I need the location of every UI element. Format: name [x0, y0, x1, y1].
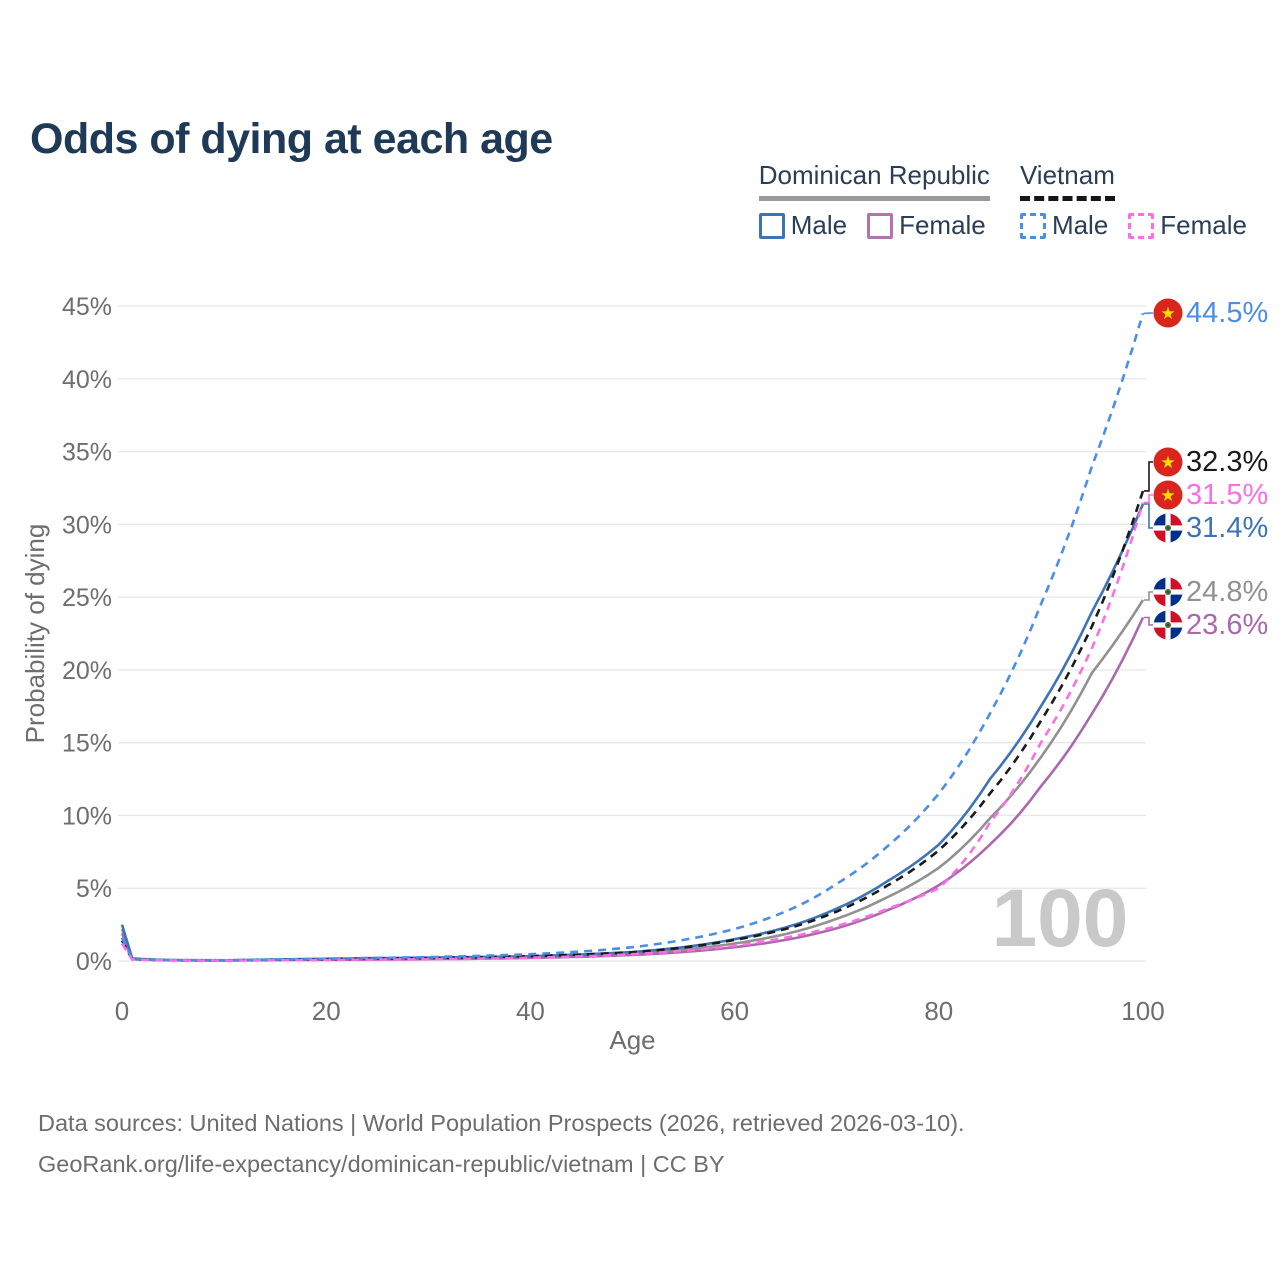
series-line-vn-male[interactable]: [120, 312, 1145, 962]
x-tick-label: 0: [115, 996, 129, 1026]
legend-item-label: Female: [899, 210, 986, 240]
data-sources-text: Data sources: United Nations | World Pop…: [38, 1110, 965, 1136]
end-value-label-vn-both: 32.3%: [1186, 446, 1268, 478]
legend-country-label: Dominican Republic: [758, 160, 990, 190]
svg-text:★: ★: [1160, 304, 1175, 323]
vietnam-flag-icon: ★: [1153, 447, 1183, 477]
y-tick-label: 0%: [76, 948, 112, 976]
hover-age-watermark: 100: [992, 873, 1129, 964]
attribution-text: GeoRank.org/life-expectancy/dominican-re…: [38, 1151, 725, 1177]
y-tick-label: 25%: [62, 584, 112, 612]
dr-female-line-swatch-icon: [867, 212, 894, 239]
x-tick-label: 20: [312, 996, 341, 1026]
legend-item-vn-female[interactable]: Female: [1128, 210, 1247, 241]
legend-items-dominican-republic: Male Female: [758, 210, 986, 241]
label-leader-line: [1144, 494, 1153, 504]
series-line-dr-male[interactable]: [120, 503, 1145, 962]
y-tick-label: 15%: [62, 730, 112, 758]
legend-item-vn-male[interactable]: Male: [1019, 210, 1109, 241]
series-line-dr-female[interactable]: [120, 616, 1145, 962]
legend-item-label: Female: [1160, 210, 1247, 240]
legend-item-label: Male: [1051, 210, 1109, 240]
y-tick-label: 20%: [62, 657, 112, 685]
svg-text:★: ★: [1160, 453, 1175, 472]
svg-text:★: ★: [1160, 486, 1175, 505]
end-value-label-dr-both: 24.8%: [1186, 576, 1268, 608]
vn-male-line-swatch-icon: [1019, 212, 1046, 239]
legend-item-dr-male[interactable]: Male: [758, 210, 848, 241]
y-tick-label: 45%: [62, 293, 112, 321]
legend-country-vietnam[interactable]: Vietnam: [1019, 160, 1115, 201]
legend-country-label: Vietnam: [1019, 160, 1115, 190]
legend-items-vietnam: Male Female: [1019, 210, 1247, 241]
x-tick-label: 80: [924, 996, 953, 1026]
vietnam-flag-icon: ★: [1153, 298, 1183, 328]
legend-group-dominican-republic: Dominican Republic Male Female: [758, 160, 990, 241]
legend: Dominican Republic Male Female Vietnam M…: [758, 160, 1247, 241]
end-value-label-dr-male: 31.4%: [1186, 512, 1268, 544]
end-value-label-dr-female: 23.6%: [1186, 609, 1268, 641]
end-value-label-vn-female: 31.5%: [1186, 479, 1268, 511]
y-tick-label: 10%: [62, 802, 112, 830]
y-tick-label: 30%: [62, 511, 112, 539]
legend-item-label: Male: [790, 210, 848, 240]
dr-male-line-swatch-icon: [758, 212, 785, 239]
label-leader-line: [1144, 616, 1153, 626]
series-line-vn-both[interactable]: [120, 490, 1145, 962]
mortality-line-chart: 0% 5% 10% 15% 20% 25% 30% 35% 40% 45% 0 20 40 60 80 100…: [20, 293, 1268, 1055]
x-tick-label: 60: [720, 996, 749, 1026]
chart-footer: Data sources: United Nations | World Pop…: [38, 1103, 965, 1185]
page-title: Odds of dying at each age: [30, 114, 553, 163]
y-tick-label: 40%: [62, 366, 112, 394]
dominican-republic-flag-icon: [1153, 513, 1183, 543]
x-tick-label: 40: [516, 996, 545, 1026]
vietnam-flag-icon: ★: [1153, 480, 1183, 510]
label-leader-line: [1144, 503, 1153, 529]
label-leader-line: [1144, 461, 1153, 492]
legend-item-dr-female[interactable]: Female: [867, 210, 986, 241]
legend-country-dominican-republic[interactable]: Dominican Republic: [758, 160, 990, 201]
x-tick-label: 100: [1121, 996, 1164, 1026]
y-axis-title: Probability of dying: [20, 524, 50, 744]
x-axis-title: Age: [609, 1025, 655, 1055]
label-leader-line: [1144, 591, 1153, 601]
end-value-label-vn-male: 44.5%: [1186, 297, 1268, 329]
y-tick-label: 35%: [62, 439, 112, 467]
series-line-vn-female[interactable]: [120, 502, 1145, 962]
legend-group-vietnam: Vietnam Male Female: [1019, 160, 1247, 241]
dominican-republic-flag-icon: [1153, 610, 1183, 640]
y-tick-label: 5%: [76, 875, 112, 903]
vn-female-line-swatch-icon: [1128, 212, 1155, 239]
dominican-republic-flag-icon: [1153, 577, 1183, 607]
